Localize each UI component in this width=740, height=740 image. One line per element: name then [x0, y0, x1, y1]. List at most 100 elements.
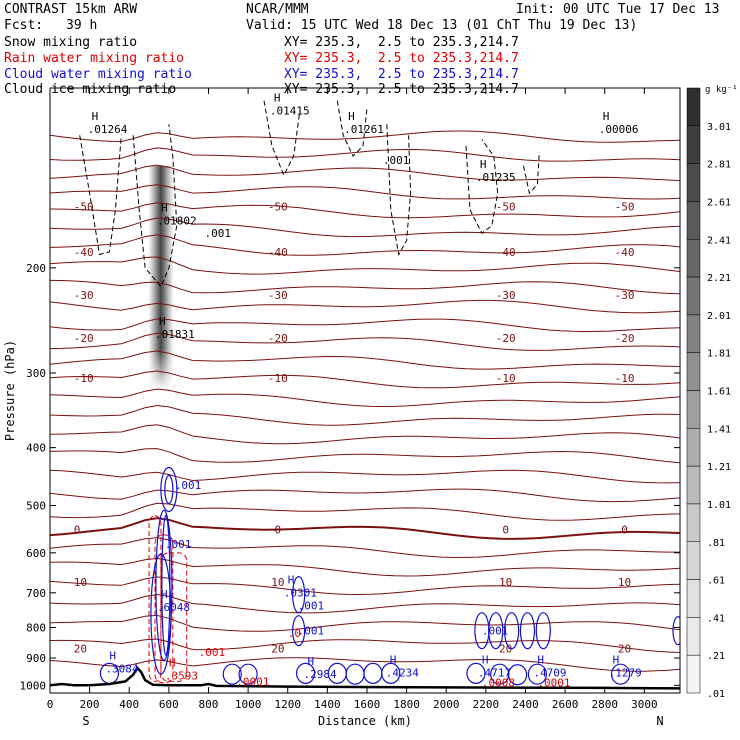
x-tick-label: 600 — [159, 698, 179, 711]
x-axis-title: Distance (km) — [318, 714, 412, 728]
isotherm-line — [50, 424, 680, 445]
forecast-hour: 39 h — [66, 18, 98, 33]
snow-contour — [386, 124, 412, 256]
isotherm-label: 20 — [499, 643, 512, 656]
isotherm-label: -50 — [268, 201, 288, 214]
colorbar-swatch — [686, 352, 701, 391]
max-value-label: .00006 — [599, 123, 639, 136]
x-end-label-south: S — [82, 714, 89, 728]
isotherm-label: 20 — [271, 643, 284, 656]
max-marker-h: H — [482, 654, 489, 667]
colorbar-label: .21 — [707, 651, 725, 662]
x-tick-label: 2800 — [591, 698, 618, 711]
cloud-water-contour — [155, 509, 173, 661]
y-tick-label: 1000 — [20, 679, 47, 692]
max-value-label: .4717 — [478, 667, 511, 680]
colorbar-swatch — [686, 314, 701, 353]
field-xy-snow: XY= 235.3, 2.5 to 235.3,214.7 — [284, 35, 519, 50]
contour-value-label: .0008 — [482, 677, 515, 690]
max-marker-h: H — [161, 588, 168, 601]
max-marker-h: H — [109, 650, 116, 663]
colorbar-swatch — [686, 654, 701, 694]
y-tick-label: 800 — [26, 621, 46, 634]
terrain-line — [50, 665, 680, 690]
colorbar-swatch — [686, 428, 701, 467]
isotherm-label: -50 — [74, 201, 94, 214]
y-tick-label: 300 — [26, 367, 46, 380]
colorbar-swatch — [686, 87, 701, 127]
isotherm-line — [50, 299, 680, 314]
x-tick-label: 2400 — [512, 698, 539, 711]
isotherm-label: -10 — [615, 372, 635, 385]
y-axis-title: Pressure (hPa) — [3, 340, 17, 441]
max-marker-h: H — [169, 656, 176, 669]
max-value-label: .01235 — [476, 171, 516, 184]
isotherm-label: -20 — [74, 332, 94, 345]
colorbar-swatch — [686, 163, 701, 202]
max-marker-h: H — [613, 654, 620, 667]
max-marker-h: H — [274, 92, 281, 105]
isotherm-line — [50, 593, 680, 614]
isotherm-label: -40 — [268, 246, 288, 259]
isotherm-line — [50, 448, 680, 464]
colorbar-label: .41 — [707, 613, 725, 624]
snow-contour — [465, 139, 499, 234]
cloud-water-contour — [527, 663, 547, 685]
isotherm-label: -10 — [496, 372, 516, 385]
x-tick-label: 800 — [199, 698, 219, 711]
isotherm-line — [50, 614, 680, 632]
isotherm-label: -30 — [74, 289, 94, 302]
max-marker-h: H — [308, 655, 315, 668]
isotherm-label: -40 — [496, 246, 516, 259]
isotherm-line — [50, 318, 680, 333]
max-marker-h: H — [348, 110, 355, 123]
cloud-water-contour — [488, 612, 504, 650]
isotherm-line — [50, 488, 680, 503]
colorbar-swatch — [686, 201, 701, 240]
colorbar-label: .61 — [707, 576, 725, 587]
y-tick-label: 400 — [26, 442, 46, 455]
cloud-water-contour — [507, 664, 528, 686]
cloud-water-contour — [672, 616, 680, 646]
isotherm-label: -30 — [268, 289, 288, 302]
colorbar-label: 1.41 — [707, 424, 731, 435]
max-value-label: .0301 — [284, 587, 317, 600]
colorbar-label: 1.61 — [707, 387, 731, 398]
x-tick-label: 2600 — [552, 698, 579, 711]
max-marker-h: H — [603, 110, 610, 123]
isotherm-line — [50, 164, 680, 182]
isotherm-label: 0 — [74, 523, 81, 536]
x-tick-label: 0 — [47, 698, 54, 711]
isotherm-line — [50, 332, 680, 351]
field-xy-cloud-ice: XY= 235.3, 2.5 to 235.3,214.7 — [284, 82, 519, 97]
isotherm-label: -40 — [615, 246, 635, 259]
isotherm-line — [50, 184, 680, 200]
field-name-rain: Rain water mixing ratio — [4, 51, 185, 66]
x-tick-label: 1400 — [314, 698, 341, 711]
snow-contour — [263, 100, 301, 177]
rain-contour — [148, 515, 162, 682]
snow-contour — [336, 100, 368, 157]
cloud-water-contour — [150, 553, 172, 675]
colorbar-label: .01 — [707, 689, 725, 700]
init-time: Init: 00 UTC Tue 17 Dec 13 — [516, 2, 720, 17]
isotherm-label: -20 — [496, 332, 516, 345]
max-value-label: .4709 — [533, 667, 566, 680]
isotherm-label: 10 — [271, 576, 284, 589]
isotherm-line — [50, 557, 680, 577]
cloud-water-contour — [161, 514, 171, 656]
max-value-label: .01831 — [155, 328, 195, 341]
colorbar-label: 1.01 — [707, 500, 731, 511]
x-end-label-north: N — [656, 714, 663, 728]
snow-contour — [79, 135, 122, 256]
isotherm-label: 10 — [74, 576, 87, 589]
isotherm-label: -40 — [74, 246, 94, 259]
isotherm-line — [50, 217, 680, 238]
isotherm-line — [50, 502, 680, 521]
cloud-water-contour — [504, 612, 520, 650]
isotherm-line — [50, 517, 680, 540]
colorbar-swatch — [686, 390, 701, 429]
max-value-label: .3084 — [105, 663, 138, 676]
colorbar-label: 2.81 — [707, 160, 731, 171]
